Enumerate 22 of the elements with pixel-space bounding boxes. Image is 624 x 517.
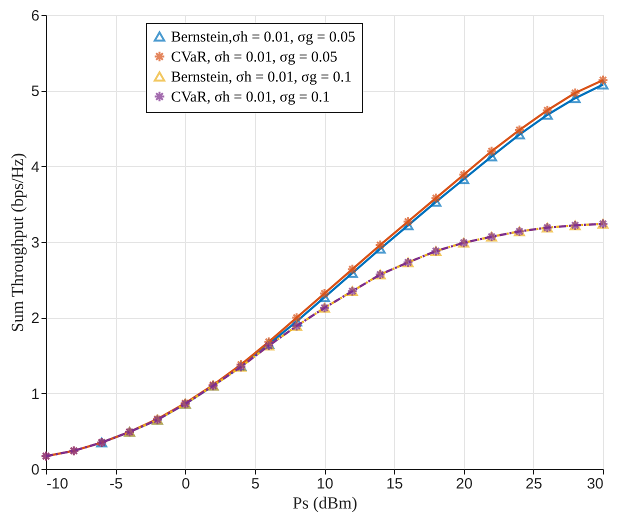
y-tick-label: 4	[31, 158, 40, 176]
x-tick-label: 15	[386, 476, 403, 492]
x-tick-label: -5	[109, 476, 123, 492]
y-axis-title: Sum Throughput (bps/Hz)	[8, 152, 28, 332]
x-tick-label: -10	[46, 476, 68, 492]
legend-label: Bernstein,σh = 0.01, σg = 0.05	[171, 30, 356, 46]
y-tick-label: 1	[31, 386, 40, 403]
x-tick-label: 20	[456, 476, 473, 492]
legend-label: CVaR, σh = 0.01, σg = 0.05	[171, 50, 338, 66]
x-tick-label: 10	[316, 476, 334, 492]
y-tick-label: 0	[31, 462, 40, 478]
y-tick-label: 6	[31, 8, 40, 24]
x-tick-label: 5	[251, 476, 260, 492]
legend-label: CVaR, σh = 0.01, σg = 0.1	[171, 90, 330, 106]
y-tick-label: 5	[31, 83, 40, 100]
y-tick-label: 2	[31, 310, 40, 328]
y-tick-label: 3	[31, 234, 40, 252]
x-axis-title: Ps (dBm)	[292, 494, 358, 512]
legend-label: Bernstein, σh = 0.01, σg = 0.1	[171, 70, 352, 86]
x-tick-label: 0	[182, 476, 190, 492]
x-tick-label: 25	[526, 476, 542, 492]
x-tick-label: 30	[586, 476, 604, 492]
